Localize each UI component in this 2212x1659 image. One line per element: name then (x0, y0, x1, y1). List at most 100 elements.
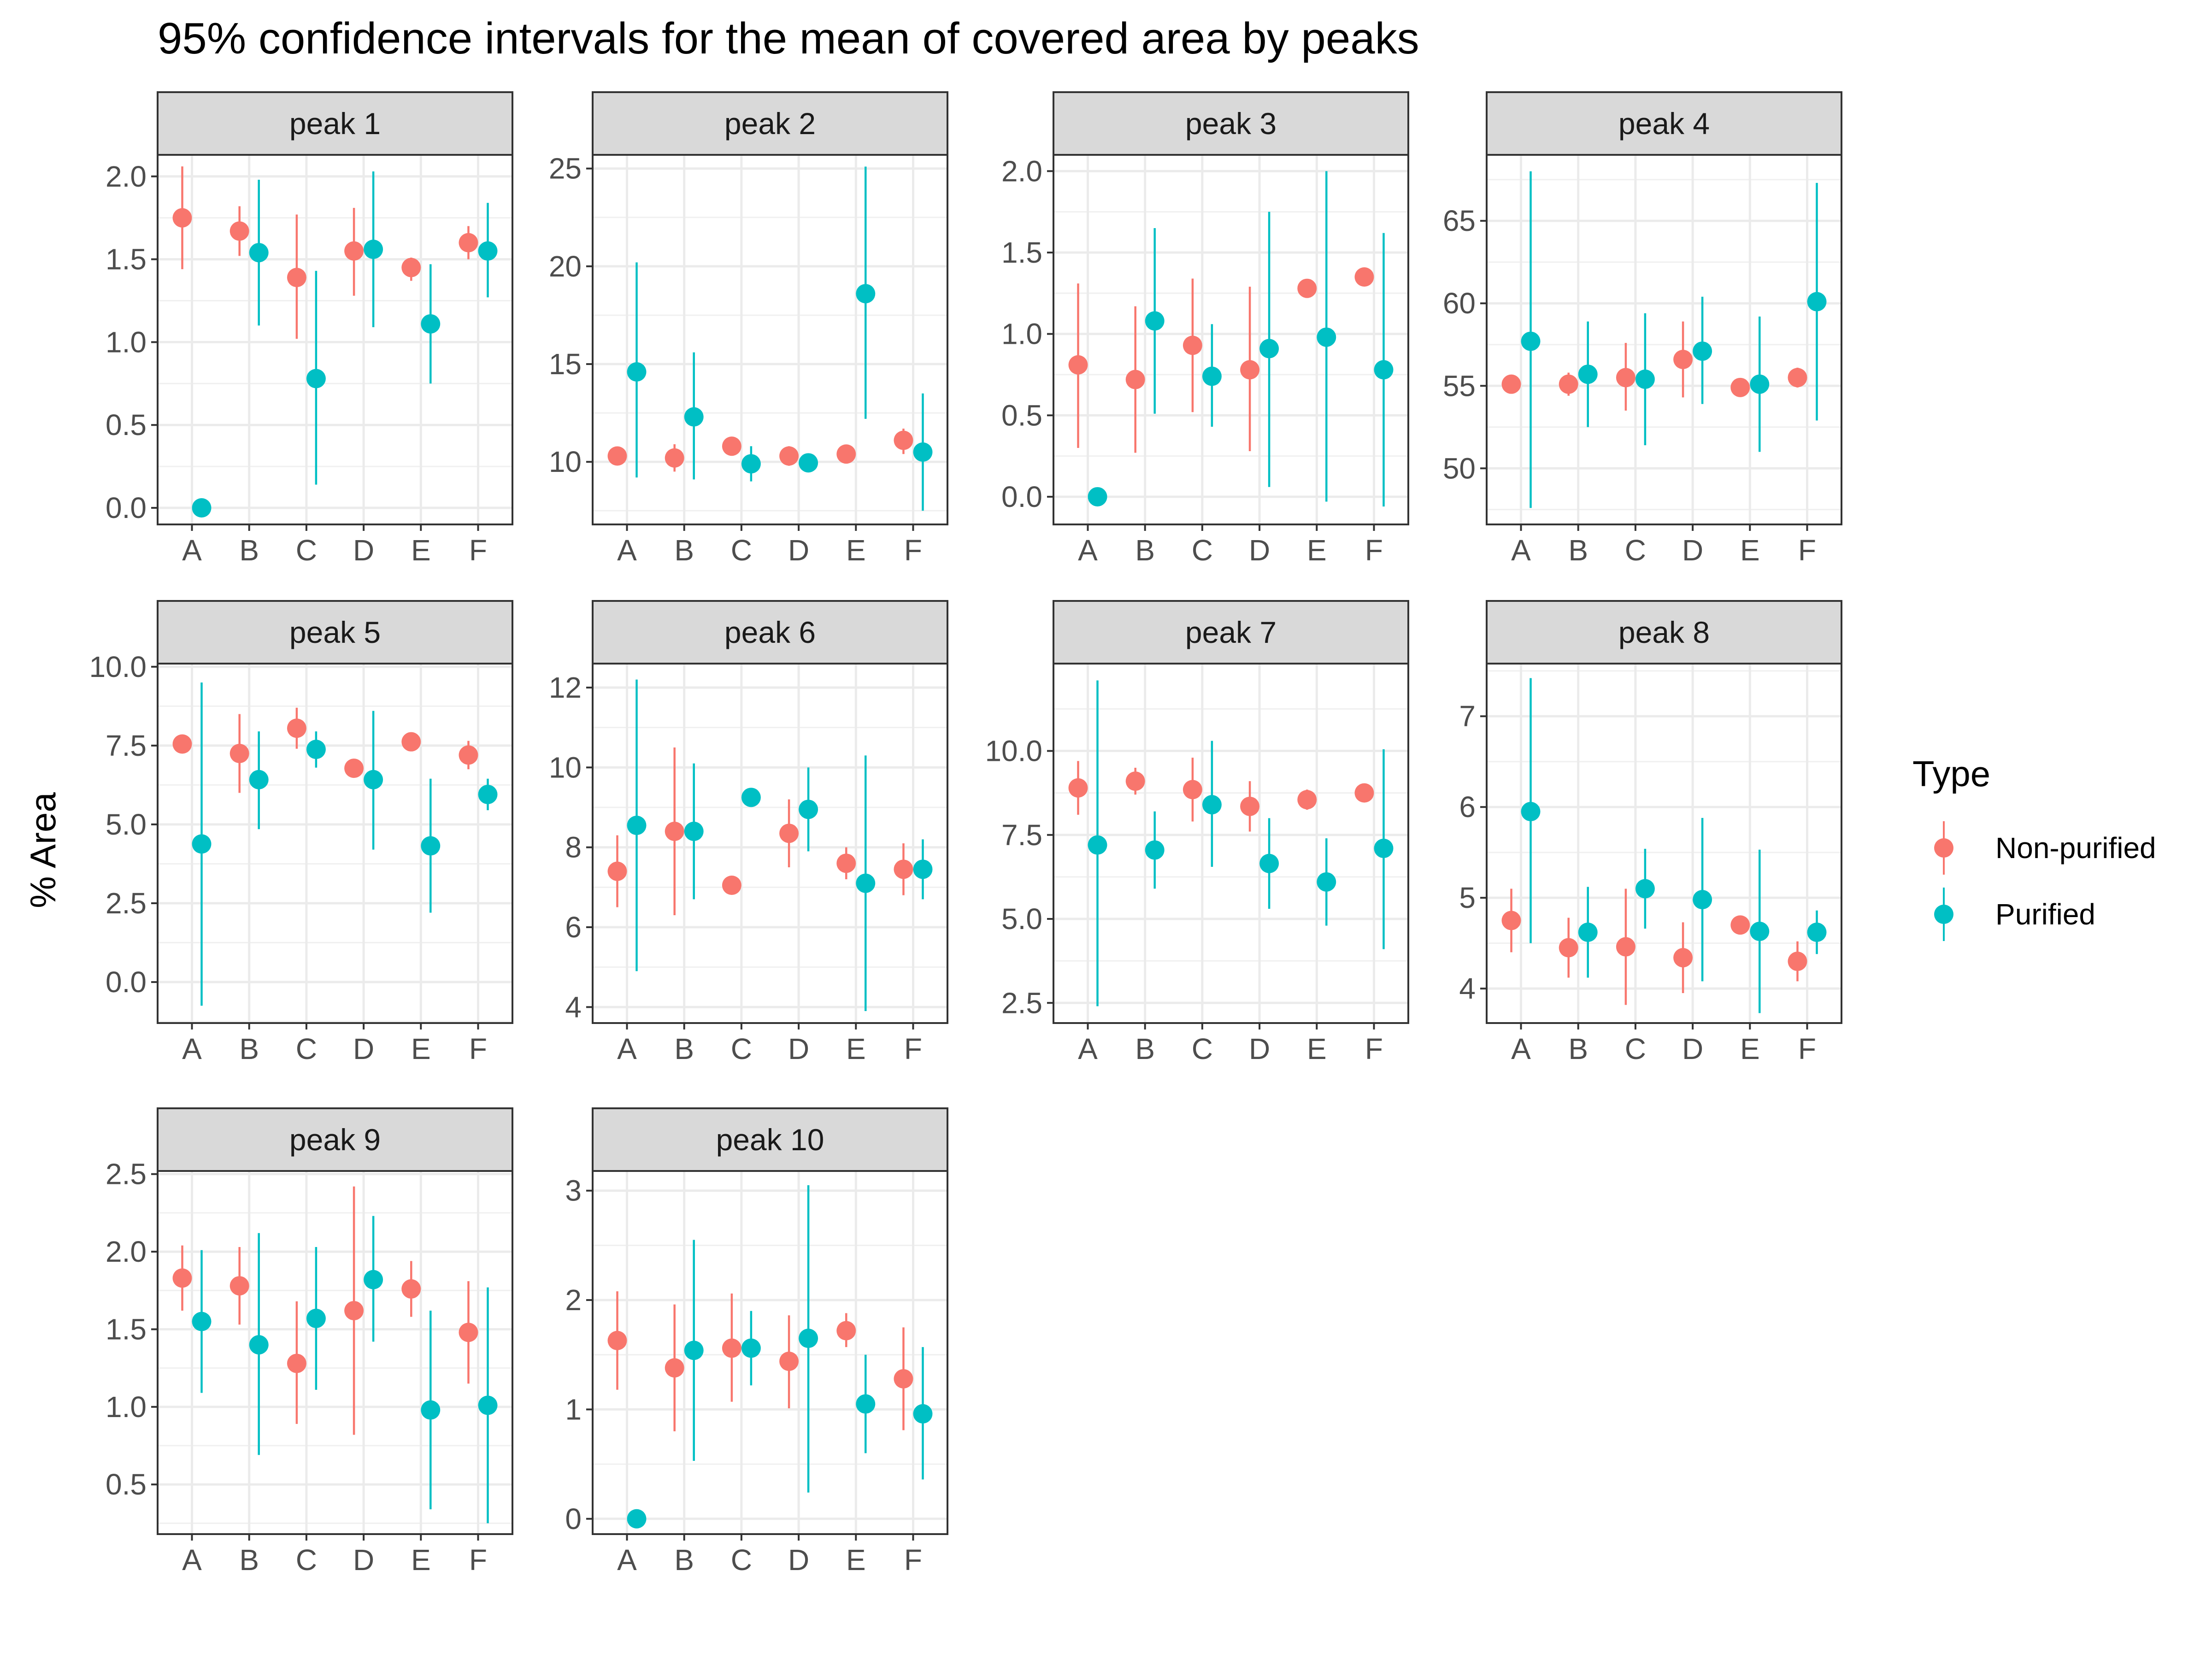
legend-title: Type (1912, 753, 1990, 794)
facet-plot-area (158, 1171, 512, 1534)
facet-strip-label: peak 10 (716, 1123, 824, 1157)
facet-strip (157, 600, 513, 665)
data-point (401, 1279, 421, 1299)
data-point (229, 221, 249, 241)
y-tick-label: 10 (549, 751, 582, 784)
legend-item-non-purified: Non-purified (1934, 821, 2156, 875)
x-tick-label: B (674, 1032, 694, 1065)
facet-plot-area (1487, 664, 1841, 1023)
y-tick-label: 1.5 (106, 1312, 147, 1346)
data-point (799, 453, 818, 473)
x-tick-label: B (1568, 1032, 1588, 1065)
y-tick-label: 2.0 (106, 160, 147, 193)
facet-panel: peak 7 2.5 5.0 7.5 10.0 A B C D E F (985, 600, 1409, 1065)
data-point (344, 241, 364, 261)
legend-key-dot (1934, 838, 1953, 858)
y-tick-label: 2 (565, 1283, 582, 1317)
data-point (421, 1400, 441, 1420)
x-tick-label: E (846, 1543, 866, 1577)
data-point (1559, 374, 1578, 394)
x-tick-label: E (846, 534, 866, 567)
data-point (401, 258, 421, 277)
data-point (306, 740, 326, 759)
facet-border (1053, 663, 1409, 1024)
data-point (1240, 360, 1260, 380)
x-tick-label: B (239, 1032, 259, 1065)
x-tick-label: E (411, 1543, 431, 1577)
data-point (344, 1301, 364, 1321)
data-point (421, 836, 441, 856)
facet-border (592, 663, 948, 1024)
x-tick-label: F (1365, 534, 1383, 567)
facet-panel: peak 1 0.0 0.5 1.0 1.5 2.0 A B C D E F (106, 91, 513, 567)
y-tick-label: 10.0 (89, 650, 147, 683)
data-point (249, 770, 269, 789)
y-tick-label: 25 (549, 152, 582, 185)
y-tick-label: 0.5 (1001, 399, 1042, 432)
facet-border (1486, 663, 1842, 1024)
x-tick-label: F (1798, 534, 1816, 567)
data-point (684, 822, 704, 841)
x-tick-label: B (1135, 1032, 1155, 1065)
facet-strip-label: peak 1 (289, 106, 381, 141)
x-tick-label: C (1192, 534, 1213, 567)
y-tick-label: 65 (1443, 204, 1476, 237)
data-point (856, 873, 876, 893)
x-tick-label: D (1249, 1032, 1270, 1065)
data-point (172, 734, 192, 754)
x-tick-label: D (1249, 534, 1270, 567)
x-tick-label: B (239, 1543, 259, 1577)
data-point (1088, 487, 1107, 506)
data-point (799, 800, 818, 819)
facet-border (1053, 154, 1409, 525)
x-tick-label: E (1740, 534, 1760, 567)
x-tick-label: B (674, 1543, 694, 1577)
facet-border (1486, 154, 1842, 525)
data-point (1616, 937, 1635, 957)
y-tick-label: 0.5 (106, 1468, 147, 1501)
data-point (836, 444, 856, 464)
x-tick-label: D (1682, 534, 1703, 567)
x-tick-label: E (1307, 534, 1327, 567)
x-tick-label: A (1511, 534, 1531, 567)
data-point (722, 1338, 741, 1358)
data-point (1788, 952, 1807, 971)
y-tick-label: 1.0 (106, 325, 147, 359)
legend-label-purified: Purified (1995, 898, 2095, 931)
y-tick-label: 60 (1443, 287, 1476, 320)
facet-strip-label: peak 6 (724, 615, 816, 649)
data-point (478, 1395, 498, 1415)
y-tick-label: 10.0 (985, 735, 1042, 768)
data-point (1317, 872, 1336, 892)
data-point (1240, 796, 1260, 816)
facet-panel: peak 8 4 5 6 7 A B C D E F (1459, 600, 1842, 1065)
data-point (249, 243, 269, 263)
data-point (1374, 838, 1394, 858)
x-tick-label: F (904, 1032, 922, 1065)
facet-panel: peak 3 0.0 0.5 1.0 1.5 2.0 A B C D E F (1001, 91, 1409, 567)
x-tick-label: B (674, 534, 694, 567)
data-point (856, 284, 876, 304)
y-tick-label: 6 (1459, 790, 1476, 824)
x-tick-label: C (296, 534, 317, 567)
facet-strip-label: peak 8 (1618, 615, 1710, 649)
data-point (459, 745, 478, 765)
facet-border (592, 154, 948, 525)
data-point (1750, 374, 1770, 394)
legend-item-purified: Purified (1934, 888, 2095, 941)
data-point (1521, 331, 1541, 351)
legend: Type Non-purified Purified (1912, 753, 2156, 941)
data-point (1202, 366, 1222, 386)
data-point (364, 770, 383, 789)
data-point (306, 1308, 326, 1328)
facet-plot-area (593, 155, 947, 524)
data-point (1788, 368, 1807, 388)
y-tick-label: 5 (1459, 881, 1476, 914)
x-tick-label: C (296, 1543, 317, 1577)
facet-panel: peak 6 4 6 8 10 12 A B C D E F (549, 600, 948, 1065)
y-tick-label: 55 (1443, 369, 1476, 402)
x-tick-label: C (731, 1543, 752, 1577)
x-tick-label: E (1307, 1032, 1327, 1065)
data-point (1374, 360, 1394, 380)
